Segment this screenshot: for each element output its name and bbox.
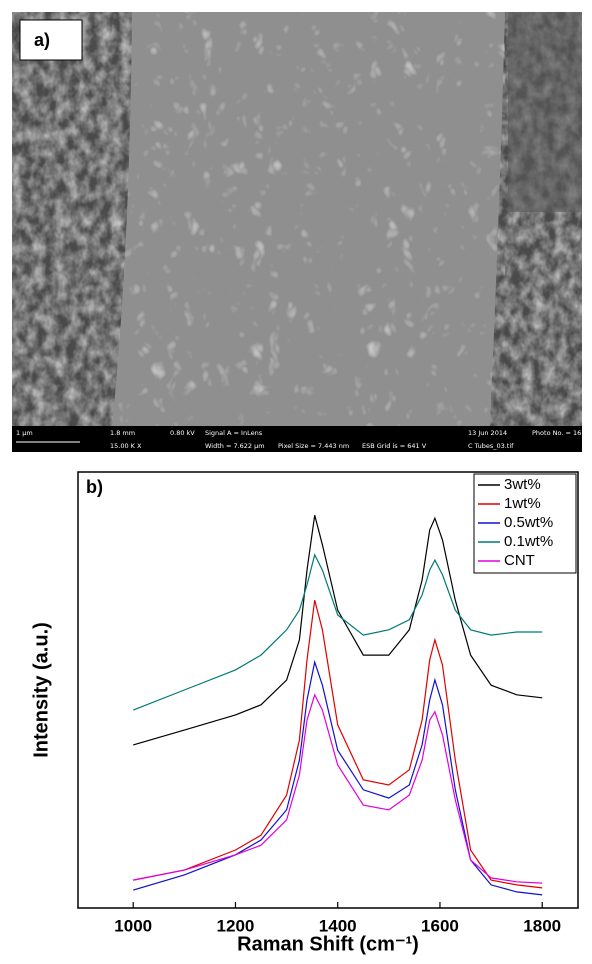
- series-line: [133, 515, 543, 746]
- x-axis-label: Raman Shift (cm⁻¹): [237, 933, 419, 955]
- panel-a-label-box: [19, 19, 83, 61]
- sem-region: [508, 12, 582, 212]
- info-text: C Tubes_03.tif: [468, 442, 514, 450]
- info-text: Photo No. = 16: [532, 429, 581, 437]
- info-text: 13 Jun 2014: [468, 429, 507, 437]
- legend-label: 0.5wt%: [504, 514, 553, 531]
- x-tick-label: 1200: [217, 916, 255, 935]
- legend-label: 3wt%: [504, 476, 541, 493]
- legend-label: CNT: [504, 552, 535, 569]
- series-line: [132, 553, 543, 711]
- info-text: 1 µm: [16, 429, 33, 437]
- x-tick-label: 1600: [421, 916, 459, 935]
- x-tick-label: 1400: [319, 916, 357, 935]
- legend-label: 1wt%: [504, 495, 541, 512]
- panel-a-label: a): [34, 30, 50, 50]
- info-text: Width = 7.622 µm: [205, 442, 265, 450]
- info-text: 1.8 mm: [110, 429, 135, 437]
- info-text: 0.80 kV: [170, 429, 195, 437]
- chart: 1000 1200 1400 1600 1800 Raman Shift (cm⁻¹) In…: [30, 471, 579, 955]
- x-tick-label: 1800: [523, 916, 561, 935]
- series-line: [133, 600, 543, 889]
- panel-b-label: b): [86, 477, 103, 497]
- series-line: [133, 693, 543, 884]
- info-text: Pixel Size = 7.443 nm: [278, 442, 349, 450]
- series-line: [133, 659, 543, 896]
- legend-label: 0.1wt%: [504, 533, 553, 550]
- info-text: Signal A = InLens: [205, 429, 263, 437]
- sem-fiber-texture: [112, 12, 505, 426]
- sem-info-bar: [12, 426, 582, 452]
- info-text: ESB Grid is = 641 V: [362, 442, 427, 450]
- info-texts: 1 µm 1.8 mm 0.80 kV Signal A = InLens 13 Jun…: [16, 429, 581, 450]
- y-axis-label: Intensity (a.u.): [30, 622, 52, 758]
- plot-frame: [77, 471, 579, 909]
- x-tick-label: 1000: [114, 916, 152, 935]
- info-text: 15.00 K X: [110, 442, 142, 450]
